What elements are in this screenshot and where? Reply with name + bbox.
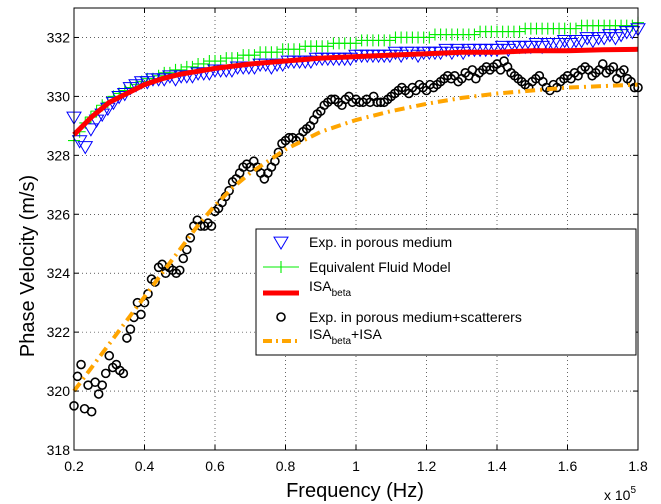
data-point — [569, 22, 582, 35]
data-point — [122, 333, 132, 343]
legend-label-exp-porous: Exp. in porous medium — [309, 234, 452, 250]
data-point — [293, 43, 306, 56]
plus-marker-icon — [263, 261, 299, 273]
legend-entry-equivalent-fluid: Equivalent Fluid Model — [263, 259, 451, 275]
data-point — [608, 62, 619, 72]
y-tick-label: 322 — [47, 324, 71, 340]
y-tick-label: 318 — [47, 442, 71, 458]
data-point — [224, 185, 234, 196]
legend-label-isa-beta-main: ISA — [309, 278, 332, 294]
x-tick-label: 1.2 — [417, 458, 437, 474]
data-point — [185, 233, 196, 243]
data-point — [494, 40, 511, 55]
series-2 — [72, 46, 639, 137]
data-point — [383, 34, 396, 47]
legend-entry-isa-beta-isa: ISAbeta+ISA — [263, 326, 382, 347]
data-point — [468, 28, 481, 41]
x-axis-title: Frequency (Hz) — [286, 480, 424, 502]
data-point — [528, 37, 545, 52]
data-point — [76, 359, 86, 370]
x-tick-label: 0.8 — [276, 458, 296, 474]
legend-entry-exp-porous: Exp. in porous medium — [273, 234, 452, 250]
x-tick-label: 0.4 — [135, 458, 155, 474]
data-point — [513, 25, 526, 38]
y-axis-title: Phase Velocity (m/s) — [17, 175, 39, 357]
data-point — [423, 31, 436, 44]
data-point — [77, 141, 94, 155]
x-tick-label: 1.4 — [487, 458, 507, 474]
legend-label-isa-beta-isa-sub: beta — [332, 336, 352, 347]
x-tick-label: 1 — [352, 458, 360, 474]
x-tick-label: 0.6 — [205, 458, 225, 474]
legend-label-isa-beta-isa-suffix: +ISA — [351, 326, 382, 342]
data-point — [174, 265, 185, 276]
data-point — [579, 32, 596, 46]
data-point — [97, 380, 107, 390]
y-tick-label: 332 — [47, 29, 71, 45]
data-point — [100, 368, 111, 379]
data-point — [118, 368, 129, 379]
legend-label-equivalent-fluid: Equivalent Fluid Model — [309, 259, 451, 275]
data-point — [125, 324, 136, 334]
plot-series — [66, 16, 646, 417]
data-point — [556, 35, 573, 49]
legend-triangle-mark — [273, 236, 289, 250]
y-tick-label: 328 — [47, 147, 71, 163]
legend-label-isa-beta: ISAbeta — [309, 278, 351, 299]
x-multiplier-base: x 10 — [604, 487, 631, 503]
data-point — [597, 59, 608, 69]
data-point — [601, 29, 618, 43]
isa-beta-line — [72, 46, 639, 137]
legend: Exp. in porous medium Equivalent Fluid M… — [255, 228, 637, 356]
circle-marker-icon — [276, 312, 286, 322]
legend-label-isa-beta-isa: ISAbeta+ISA — [309, 326, 382, 347]
y-tick-label: 326 — [47, 206, 71, 222]
triangle-marker-icon — [273, 236, 289, 250]
y-tick-label: 324 — [47, 265, 71, 281]
isa-beta-isa-line — [72, 82, 639, 393]
data-point — [619, 65, 629, 75]
data-point — [150, 277, 160, 287]
data-point — [182, 244, 192, 255]
legend-box — [255, 228, 637, 356]
data-point — [206, 221, 217, 231]
x-multiplier-exponent: 5 — [630, 485, 636, 496]
y-tick-label: 330 — [47, 88, 71, 104]
data-point — [321, 40, 334, 53]
legend-circle-mark — [276, 312, 286, 322]
data-point — [93, 389, 104, 399]
data-point — [372, 97, 382, 108]
legend-label-isa-beta-sub: beta — [332, 288, 352, 299]
x-multiplier: x 105 — [604, 485, 636, 503]
data-point — [104, 350, 115, 361]
x-tick-label: 1.8 — [628, 458, 648, 474]
data-point — [86, 406, 97, 417]
axis-ticks: 0.2 0.4 0.6 0.8 1 1.2 1.4 1.6 1.8 318 320 322 324 326… — [47, 8, 648, 474]
legend-label-exp-scatterers: Exp. in porous medium+scatterers — [309, 309, 522, 325]
data-point — [350, 37, 362, 50]
data-point — [83, 123, 99, 137]
legend-label-isa-beta-isa-main: ISA — [309, 326, 332, 342]
x-tick-label: 0.2 — [64, 458, 84, 474]
x-tick-label: 1.6 — [558, 458, 578, 474]
y-tick-label: 320 — [47, 383, 71, 399]
legend-entry-exp-scatterers: Exp. in porous medium+scatterers — [276, 309, 522, 325]
legend-plus-mark — [275, 261, 287, 273]
data-point — [271, 46, 284, 59]
series-4 — [72, 82, 639, 393]
data-point — [178, 253, 189, 264]
data-point — [136, 309, 146, 320]
legend-entry-isa-beta: ISAbeta — [263, 278, 351, 299]
series-3 — [69, 56, 643, 417]
